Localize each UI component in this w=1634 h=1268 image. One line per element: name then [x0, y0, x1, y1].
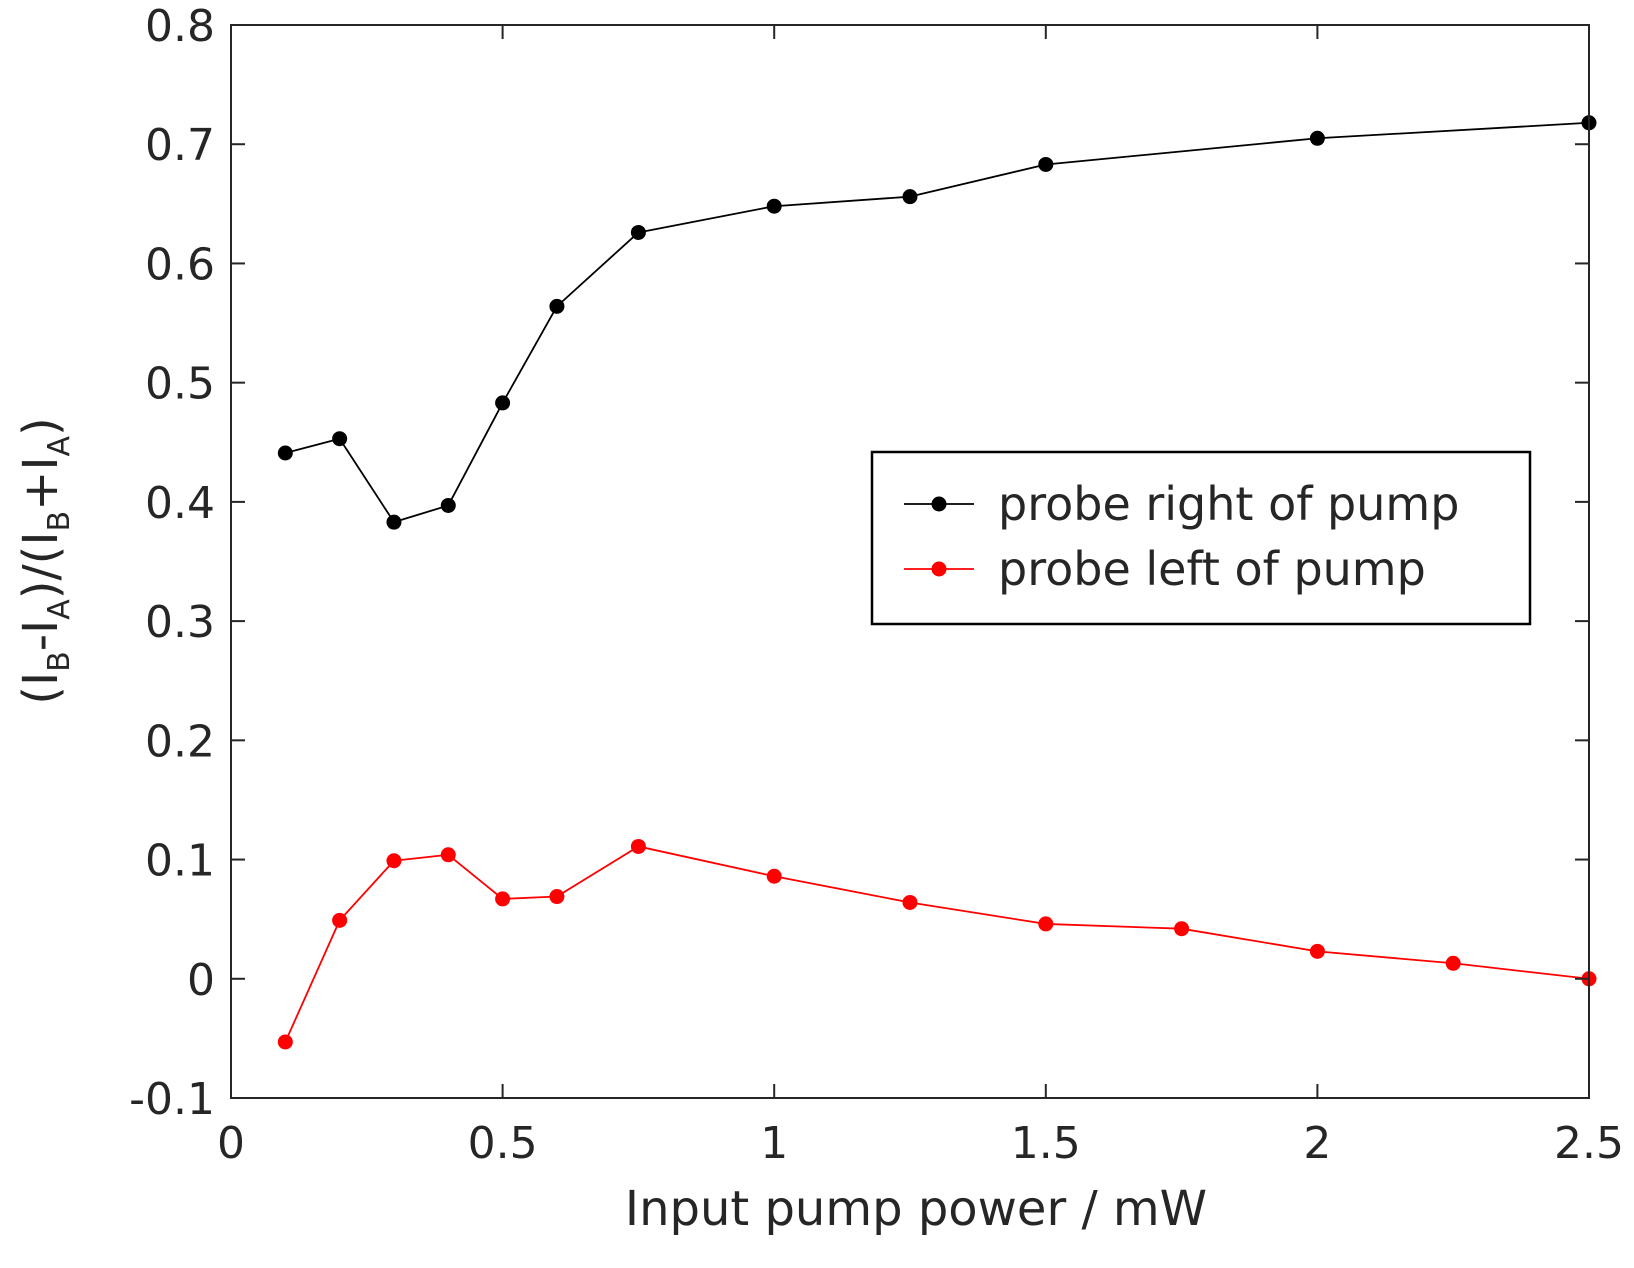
legend-entry-right: probe right of pump	[904, 477, 1459, 531]
data-point	[1445, 955, 1461, 971]
x-tick-labels: 0 0.5 1 1.5 2 2.5	[217, 1118, 1624, 1169]
y-tick-label: 0	[187, 955, 215, 1006]
y-tick-label: 0.3	[145, 597, 215, 648]
y-tick-label: 0.5	[145, 359, 215, 410]
data-point	[332, 431, 348, 447]
data-point	[902, 894, 918, 910]
y-title-sub-a2: A	[42, 436, 77, 457]
data-point	[332, 912, 348, 928]
plot-area	[230, 24, 1597, 1099]
legend-label-right: probe right of pump	[998, 477, 1459, 531]
data-point	[549, 298, 565, 314]
x-tick-label: 2	[1303, 1118, 1331, 1169]
y-tick-label: 0.4	[145, 478, 215, 529]
y-axis-title: (IB-IA)/(IB+IA)	[13, 417, 77, 705]
y-tick-labels: -0.1 0 0.1 0.2 0.3 0.4 0.5 0.6 0.7 0.8	[129, 1, 215, 1125]
y-tick-label: 0.1	[145, 836, 215, 887]
series-layer	[277, 115, 1597, 1050]
data-point	[630, 838, 646, 854]
y-tick-label: -0.1	[129, 1074, 215, 1125]
data-point	[277, 445, 293, 461]
data-point	[549, 889, 565, 905]
legend-box	[870, 450, 1532, 626]
series-probe-right	[277, 115, 1597, 530]
data-point	[495, 891, 511, 907]
data-point	[1038, 916, 1054, 932]
data-point	[902, 189, 918, 205]
x-tick-label: 2.5	[1554, 1118, 1624, 1169]
y-title-close: )	[13, 417, 69, 436]
data-point	[766, 868, 782, 884]
y-title-sub-b1: B	[42, 651, 77, 672]
series-probe-left	[277, 838, 1597, 1050]
data-point	[1038, 156, 1054, 172]
x-axis-title: Input pump power / mW	[625, 1181, 1207, 1237]
legend-entry-left: probe left of pump	[904, 542, 1426, 596]
data-point	[1309, 130, 1325, 146]
legend-marker-left	[931, 561, 947, 577]
y-title-mid: )/(I	[13, 531, 69, 599]
legend: probe right of pump probe left of pump	[870, 450, 1532, 626]
series-line	[284, 845, 1590, 1043]
y-title-plus: +I	[13, 457, 69, 511]
y-title-minus: -I	[13, 620, 69, 651]
x-tick-label: 0.5	[468, 1118, 538, 1169]
legend-label-left: probe left of pump	[998, 542, 1426, 596]
data-point	[440, 847, 456, 863]
x-tick-label: 1.5	[1011, 1118, 1081, 1169]
y-title-sub-a1: A	[42, 599, 77, 620]
y-tick-label: 0.7	[145, 120, 215, 171]
data-point	[440, 497, 456, 513]
y-tick-label: 0.8	[145, 1, 215, 52]
y-tick-label: 0.6	[145, 239, 215, 290]
series-line	[285, 121, 1590, 524]
data-point	[277, 1034, 293, 1050]
y-title-sub-b2: B	[42, 511, 77, 532]
data-point	[386, 514, 402, 530]
y-tick-label: 0.2	[145, 716, 215, 767]
y-title-open1: (I	[13, 672, 69, 705]
axes-box	[230, 24, 1590, 1099]
x-tick-label: 1	[760, 1118, 788, 1169]
data-point	[1309, 943, 1325, 959]
legend-marker-right	[931, 496, 947, 512]
data-point	[1174, 921, 1190, 937]
data-point	[495, 395, 511, 411]
x-tick-label: 0	[217, 1118, 245, 1169]
data-point	[386, 853, 402, 869]
data-point	[630, 224, 646, 240]
data-point	[766, 198, 782, 214]
